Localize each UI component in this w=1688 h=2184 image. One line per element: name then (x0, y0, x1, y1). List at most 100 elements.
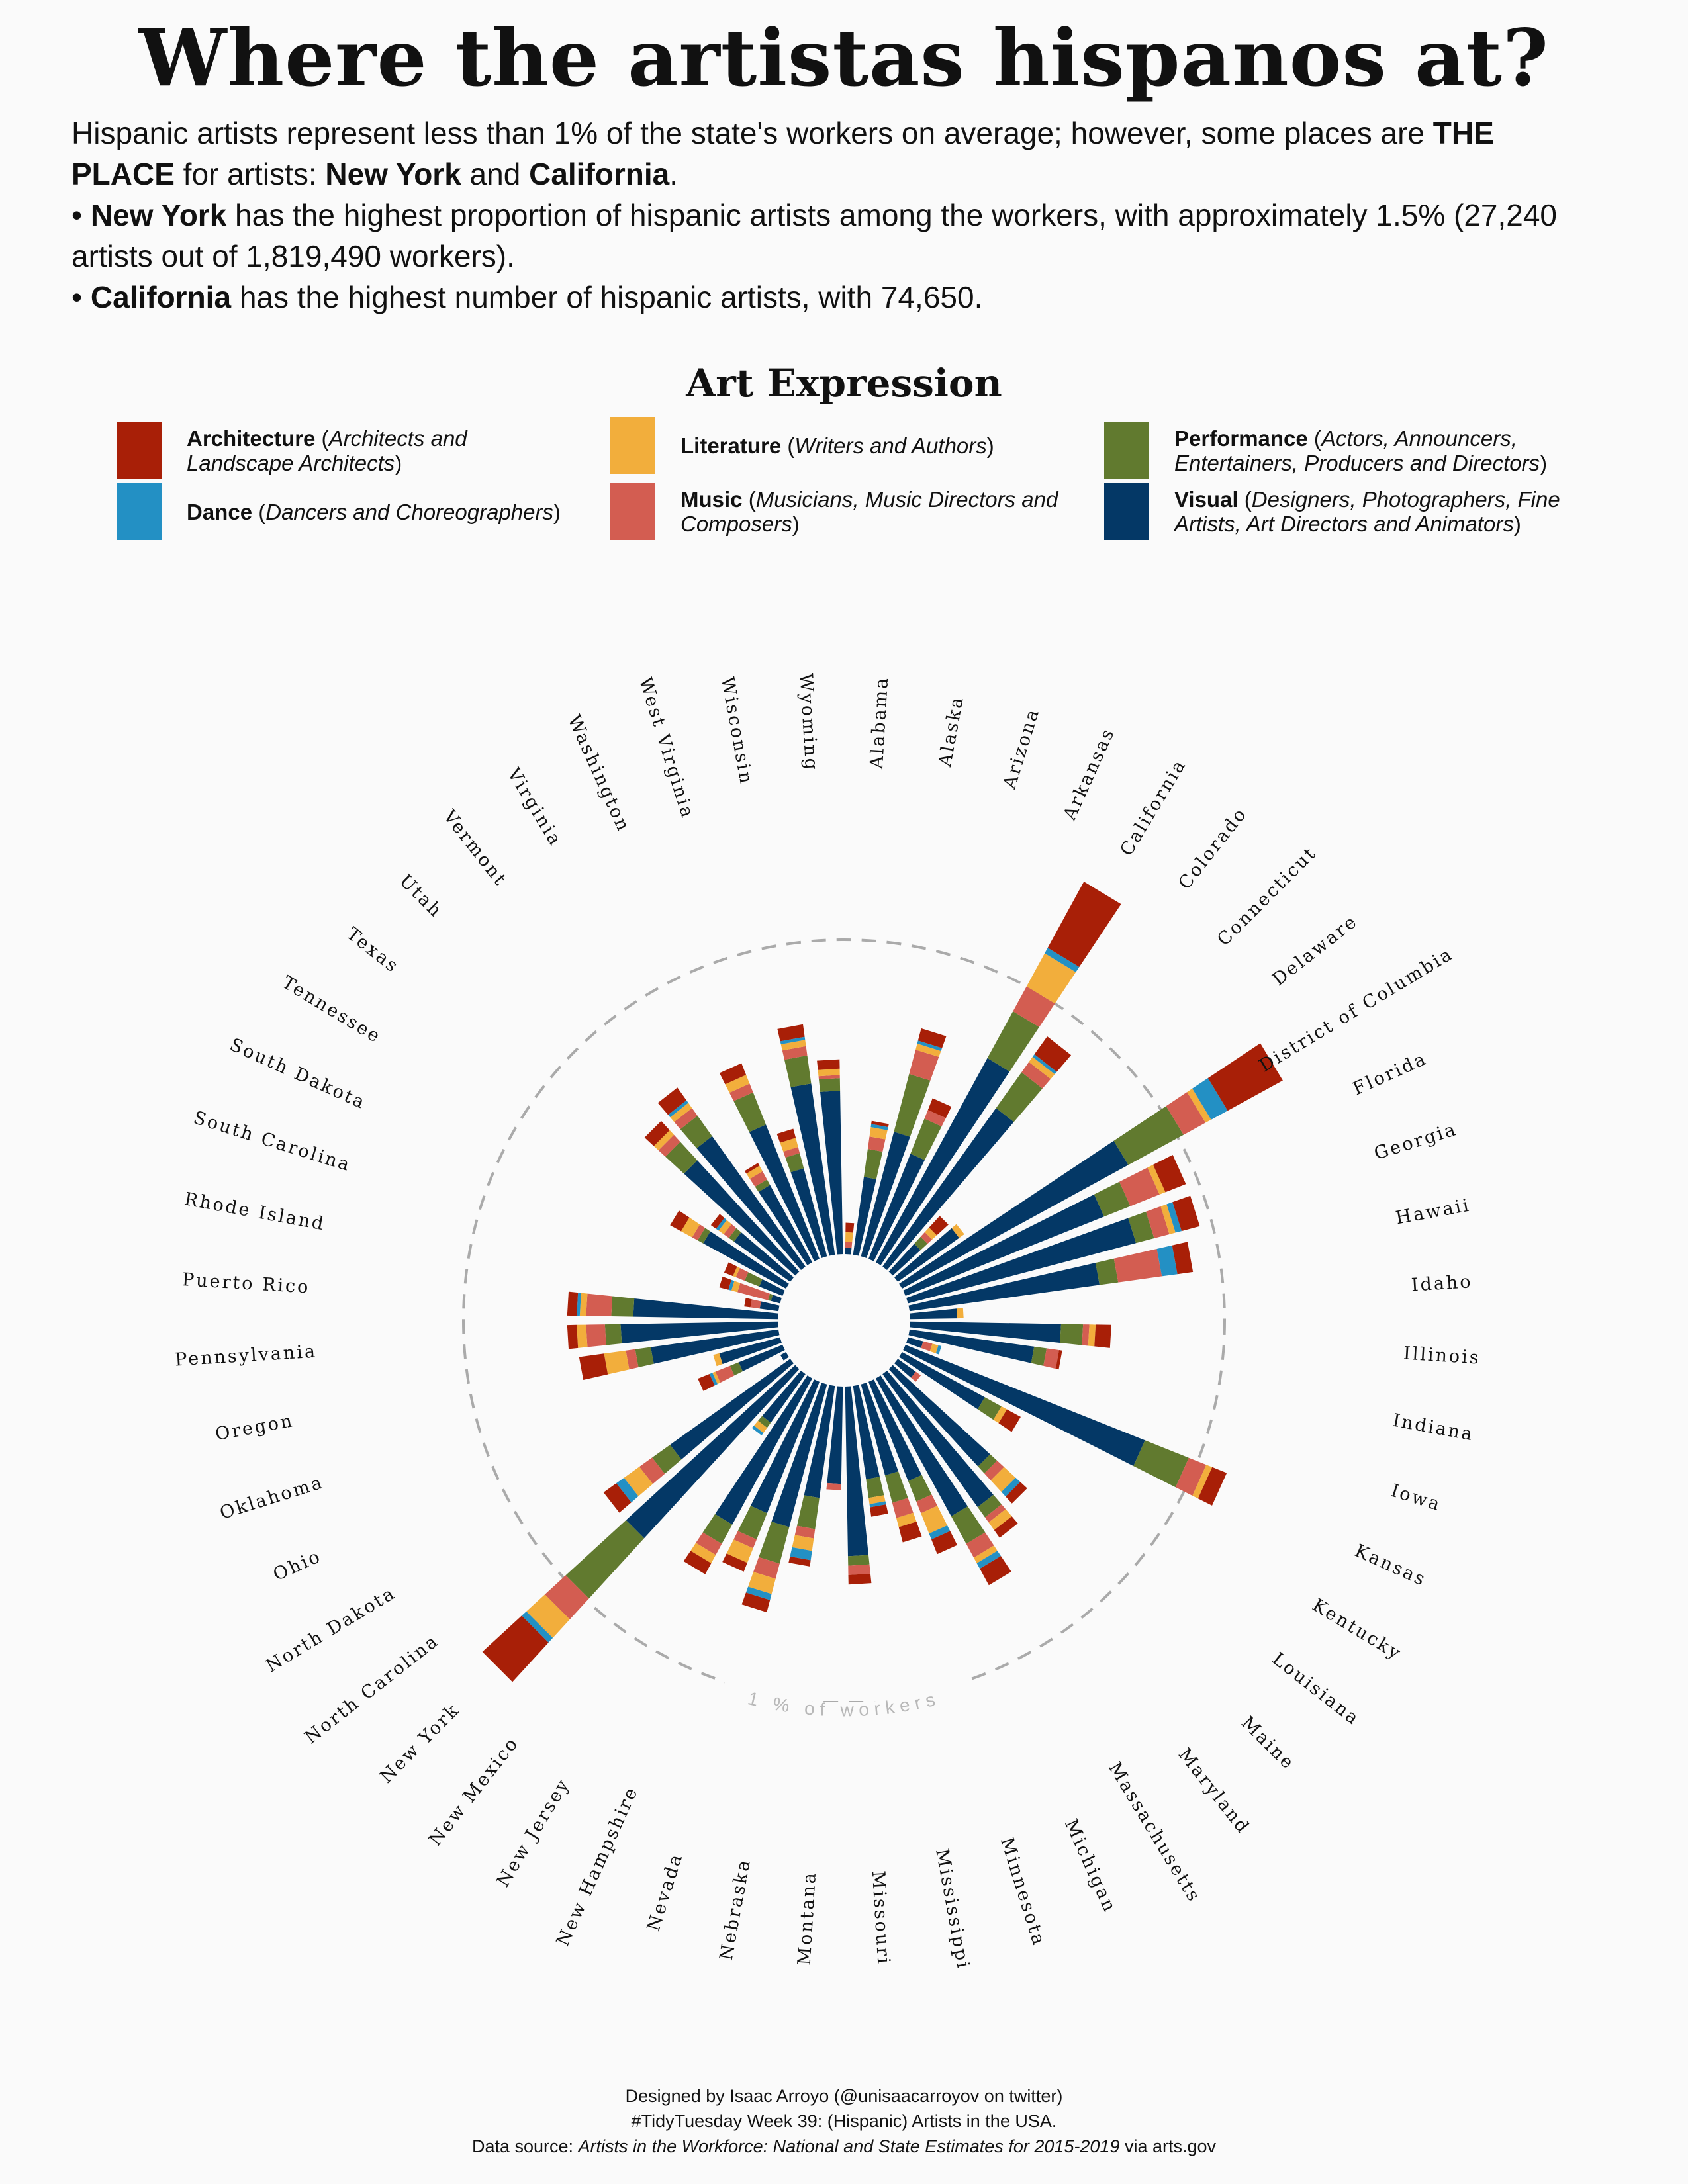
bar-segment-performance (784, 1055, 812, 1087)
bar-segment-architecture (1197, 1467, 1227, 1506)
bar-segment-performance (914, 1236, 928, 1250)
bar-segment-literature (690, 1543, 716, 1563)
bar-segment-architecture (777, 1024, 805, 1042)
bar-segment-literature (974, 1545, 998, 1563)
subtitle-emphasis: New York (325, 157, 461, 191)
bar-segment-visual (906, 1218, 1137, 1304)
bar-segment-literature (1192, 1465, 1213, 1499)
bar-segment-architecture (776, 1128, 796, 1143)
bar-segment-visual (861, 1132, 910, 1258)
bar-segment-dance (728, 1279, 735, 1291)
bar-segment-performance (848, 1555, 870, 1566)
legend-label: Performance (1174, 426, 1308, 451)
bar-segment-literature (753, 1420, 767, 1433)
bar-segment-performance (1031, 1346, 1047, 1366)
bar-segment-music (729, 1083, 753, 1101)
state-label: Oregon (214, 1410, 296, 1445)
bar-segment-music (1013, 986, 1055, 1027)
bar-segment-performance (652, 1445, 682, 1474)
bar-segment-dance (935, 1345, 942, 1355)
subtitle-line-1: Hispanic artists represent less than 1% … (71, 113, 1594, 195)
bar-segment-dance (929, 1525, 951, 1540)
legend-swatch-visual (1104, 483, 1149, 540)
bar-segment-visual (749, 1124, 820, 1261)
footer: Designed by Isaac Arroyo (@unisaacarroyo… (0, 2083, 1688, 2159)
bar-segment-architecture (744, 1298, 752, 1308)
bar-segment-visual (759, 1301, 780, 1312)
state-label: Maine (1237, 1713, 1299, 1774)
bar-segment-dance (522, 1611, 553, 1643)
state-label: Washington (563, 712, 633, 835)
subtitle: Hispanic artists represent less than 1% … (71, 113, 1594, 318)
bar-segment-visual (908, 1329, 1035, 1363)
bar-segment-dance (870, 1124, 888, 1130)
bar-segment-architecture (722, 1553, 747, 1572)
legend-item-music: Music (Musicians, Music Directors and Co… (610, 483, 1084, 540)
bar-segment-music (545, 1575, 589, 1619)
bar-segment-music (749, 1171, 767, 1187)
bar-segment-music (658, 1134, 680, 1157)
legend-swatch-performance (1104, 422, 1149, 479)
bar-segment-performance (733, 1092, 766, 1132)
bar-segment-performance (665, 1142, 698, 1174)
state-label: New Hampshire (553, 1783, 643, 1949)
legend-description: Musicians, Music Directors and Composers (680, 487, 1058, 536)
bar-segment-visual (910, 1308, 958, 1320)
bar-segment-performance (797, 1495, 820, 1529)
state-label: North Dakota (263, 1582, 400, 1676)
bar-segment-visual (696, 1136, 806, 1270)
bar-segment-architecture (744, 1163, 760, 1174)
bar-segment-visual (853, 1385, 880, 1480)
state-label: Missouri (868, 1870, 894, 1966)
bar-segment-visual (733, 1232, 794, 1282)
state-label: Mississippi (931, 1847, 974, 1972)
bar-segment-architecture (845, 1222, 855, 1233)
state-label: Iowa (1388, 1480, 1444, 1516)
bar-segment-architecture (603, 1483, 632, 1513)
bar-segment-literature (746, 1165, 763, 1179)
bar-segment-literature (712, 1371, 721, 1385)
subtitle-line-3: • California has the highest number of h… (71, 277, 1594, 318)
bar-segment-architecture (1094, 1324, 1111, 1348)
bar-segment-visual (876, 1058, 1010, 1265)
state-label: Massachusetts (1104, 1758, 1205, 1906)
bar-segment-music (826, 1482, 841, 1490)
bar-segment-literature (780, 1138, 798, 1152)
bar-segment-literature (577, 1324, 588, 1348)
subtitle-emphasis: THE PLACE (71, 116, 1494, 191)
ring-label-background (725, 1668, 963, 1701)
bar-segment-architecture (1172, 1195, 1200, 1232)
bar-segment-literature (733, 1266, 740, 1277)
state-label: New Jersey (493, 1774, 575, 1890)
bar-segment-performance (885, 1471, 908, 1503)
state-label: Nebraska (716, 1856, 755, 1962)
bar-segment-performance (908, 1475, 932, 1502)
bar-segment-architecture (980, 1556, 1011, 1586)
legend-label: Architecture (187, 426, 316, 451)
bar-segment-architecture (871, 1120, 889, 1127)
bar-segment-music (692, 1224, 706, 1241)
bar-segment-music (715, 1365, 735, 1383)
bar-segment-music (921, 1341, 933, 1351)
bar-segment-performance (987, 1011, 1039, 1072)
bar-segment-literature (925, 1227, 937, 1240)
state-label: Wyoming (795, 673, 821, 772)
bar-segment-architecture (1006, 1482, 1027, 1504)
bar-segment-music (696, 1532, 722, 1555)
legend-item-visual: Visual (Designers, Photographers, Fine A… (1104, 483, 1598, 540)
bar-segment-literature (993, 1406, 1008, 1424)
state-label: Kentucky (1309, 1595, 1405, 1664)
bar-segment-literature (1147, 1164, 1166, 1195)
bar-segment-music (737, 1283, 770, 1300)
bar-segment-performance (866, 1477, 884, 1498)
bar-segment-literature (713, 1353, 723, 1367)
state-label: Wisconsin (717, 675, 757, 786)
bar-segment-visual (861, 1383, 899, 1476)
bar-segment-literature (653, 1130, 675, 1151)
bar-segment-literature (725, 1075, 750, 1093)
bar-segment-architecture (579, 1353, 608, 1380)
bar-segment-architecture (870, 1504, 888, 1517)
bar-segment-dance (1045, 948, 1080, 972)
state-label: South Dakota (226, 1034, 369, 1113)
bar-segment-visual (906, 1337, 923, 1348)
